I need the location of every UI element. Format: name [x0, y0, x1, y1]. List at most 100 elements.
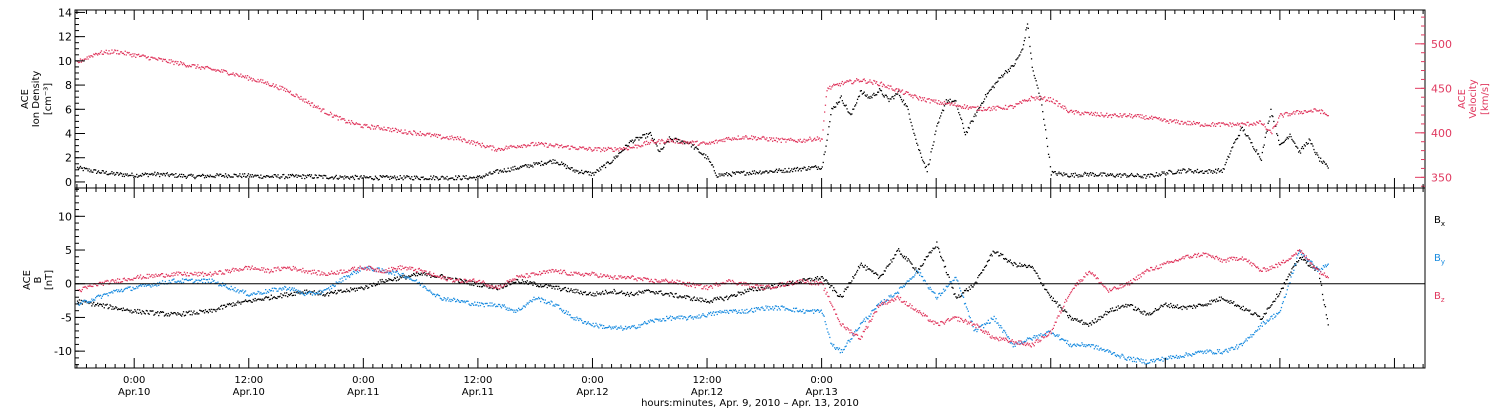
data-point	[360, 175, 362, 177]
data-point	[1145, 314, 1147, 316]
data-point	[1283, 113, 1285, 115]
data-point	[1079, 114, 1081, 116]
data-point	[497, 289, 499, 291]
data-point	[287, 174, 290, 176]
data-point	[867, 318, 869, 320]
data-point	[702, 299, 704, 301]
data-point	[778, 139, 780, 141]
data-point	[264, 292, 266, 294]
data-point	[992, 105, 994, 108]
data-point	[1066, 342, 1068, 344]
data-point	[308, 291, 311, 293]
data-point	[250, 293, 252, 295]
data-point	[836, 103, 839, 105]
data-point	[388, 278, 390, 280]
data-point	[333, 177, 335, 179]
data-point	[1262, 124, 1264, 126]
data-point	[453, 139, 455, 141]
data-point	[773, 307, 776, 309]
data-point	[856, 78, 858, 80]
data-point	[769, 137, 771, 139]
data-point	[793, 139, 796, 141]
data-point	[556, 304, 558, 306]
data-point	[898, 90, 900, 92]
data-point	[259, 80, 261, 82]
data-point	[987, 260, 989, 262]
data-point	[1086, 112, 1088, 114]
data-point	[1016, 103, 1018, 105]
data-point	[964, 107, 967, 110]
data-point	[434, 276, 437, 278]
data-point	[618, 150, 620, 152]
data-point	[276, 290, 278, 292]
data-point	[953, 279, 955, 281]
data-point	[737, 311, 739, 313]
data-point	[914, 94, 916, 96]
data-point	[877, 303, 880, 305]
data-point	[310, 291, 313, 293]
data-point	[898, 88, 900, 90]
data-point	[903, 93, 905, 95]
data-point	[342, 118, 344, 120]
data-point	[1185, 306, 1187, 308]
data-point	[1317, 154, 1319, 156]
data-point	[348, 119, 350, 122]
data-point	[944, 265, 947, 268]
data-point	[1153, 116, 1156, 119]
data-point	[155, 174, 157, 177]
data-point	[1074, 110, 1076, 112]
data-point	[774, 305, 777, 307]
data-point	[1237, 134, 1240, 137]
data-point	[971, 106, 973, 108]
data-point	[102, 303, 104, 305]
data-point	[655, 143, 657, 145]
data-point	[1076, 112, 1078, 114]
data-point	[333, 291, 335, 293]
data-point	[835, 102, 838, 104]
data-point	[210, 175, 212, 178]
data-point	[722, 173, 724, 175]
data-point	[1005, 108, 1008, 110]
data-point	[491, 149, 493, 151]
data-point	[741, 171, 743, 174]
data-point	[489, 302, 491, 304]
data-point	[890, 85, 892, 87]
data-point	[1014, 105, 1016, 108]
data-point	[1139, 114, 1141, 116]
data-point	[1301, 256, 1304, 258]
data-point	[582, 146, 585, 148]
data-point	[1021, 49, 1023, 51]
data-point	[914, 134, 916, 136]
data-point	[406, 277, 408, 279]
data-point	[830, 88, 832, 90]
data-point	[384, 281, 386, 283]
data-point	[189, 65, 191, 68]
data-point	[290, 93, 293, 96]
data-point	[390, 128, 392, 130]
data-point	[614, 326, 616, 329]
data-point	[573, 169, 575, 171]
data-point	[1044, 124, 1046, 126]
data-point	[114, 290, 116, 292]
data-point	[392, 280, 394, 282]
data-point	[814, 137, 816, 139]
data-point	[751, 287, 754, 289]
data-point	[927, 255, 929, 257]
data-point	[1068, 314, 1071, 316]
data-point	[240, 175, 242, 178]
data-point	[284, 285, 286, 288]
data-point	[223, 304, 225, 306]
data-point	[1059, 103, 1061, 105]
data-point	[659, 150, 661, 153]
data-point	[241, 290, 243, 293]
data-point	[394, 177, 397, 179]
data-point	[389, 130, 391, 132]
data-point	[195, 176, 197, 179]
data-point	[954, 102, 956, 104]
data-point	[871, 97, 873, 99]
data-point	[462, 175, 464, 177]
data-point	[140, 55, 143, 57]
data-point	[467, 300, 469, 302]
data-point	[805, 279, 807, 281]
data-point	[905, 105, 907, 107]
